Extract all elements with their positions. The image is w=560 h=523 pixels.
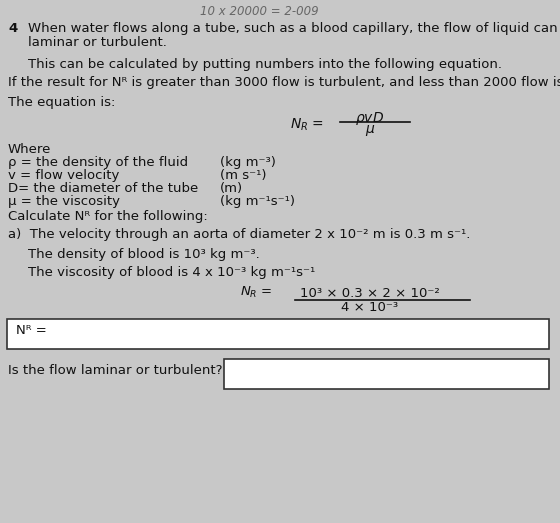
Text: a)  The velocity through an aorta of diameter 2 x 10⁻² m is 0.3 m s⁻¹.: a) The velocity through an aorta of diam… bbox=[8, 228, 470, 241]
Text: (kg m⁻¹s⁻¹): (kg m⁻¹s⁻¹) bbox=[220, 195, 295, 208]
Text: 10 x 20000 = 2-009: 10 x 20000 = 2-009 bbox=[200, 5, 319, 18]
Text: $N_R$ =: $N_R$ = bbox=[290, 117, 324, 133]
Text: The equation is:: The equation is: bbox=[8, 96, 115, 109]
Text: ρ = the density of the fluid: ρ = the density of the fluid bbox=[8, 156, 188, 169]
Text: D= the diameter of the tube: D= the diameter of the tube bbox=[8, 182, 198, 195]
FancyBboxPatch shape bbox=[224, 359, 549, 389]
Text: (kg m⁻³): (kg m⁻³) bbox=[220, 156, 276, 169]
Text: $\rho vD$: $\rho vD$ bbox=[356, 110, 385, 127]
Text: This can be calculated by putting numbers into the following equation.: This can be calculated by putting number… bbox=[28, 58, 502, 71]
Text: The viscosity of blood is 4 x 10⁻³ kg m⁻¹s⁻¹: The viscosity of blood is 4 x 10⁻³ kg m⁻… bbox=[28, 266, 315, 279]
Text: $\mu$: $\mu$ bbox=[365, 123, 375, 138]
Text: When water flows along a tube, such as a blood capillary, the flow of liquid can: When water flows along a tube, such as a… bbox=[28, 22, 560, 35]
Text: (m s⁻¹): (m s⁻¹) bbox=[220, 169, 267, 182]
Text: μ = the viscosity: μ = the viscosity bbox=[8, 195, 120, 208]
Text: $N_R$ =: $N_R$ = bbox=[240, 285, 273, 300]
Text: 4: 4 bbox=[8, 22, 17, 35]
Text: Where: Where bbox=[8, 143, 52, 156]
Text: 4 × 10⁻³: 4 × 10⁻³ bbox=[342, 301, 399, 314]
Text: Nᴿ =: Nᴿ = bbox=[16, 324, 46, 337]
Text: v = flow velocity: v = flow velocity bbox=[8, 169, 119, 182]
Text: laminar or turbulent.: laminar or turbulent. bbox=[28, 36, 167, 49]
FancyBboxPatch shape bbox=[7, 319, 549, 349]
Text: Calculate Nᴿ for the following:: Calculate Nᴿ for the following: bbox=[8, 210, 208, 223]
Text: Is the flow laminar or turbulent?: Is the flow laminar or turbulent? bbox=[8, 364, 222, 377]
Text: The density of blood is 10³ kg m⁻³.: The density of blood is 10³ kg m⁻³. bbox=[28, 248, 260, 261]
Text: If the result for Nᴿ is greater than 3000 flow is turbulent, and less than 2000 : If the result for Nᴿ is greater than 300… bbox=[8, 76, 560, 89]
Text: (m): (m) bbox=[220, 182, 243, 195]
Text: 10³ × 0.3 × 2 × 10⁻²: 10³ × 0.3 × 2 × 10⁻² bbox=[300, 287, 440, 300]
